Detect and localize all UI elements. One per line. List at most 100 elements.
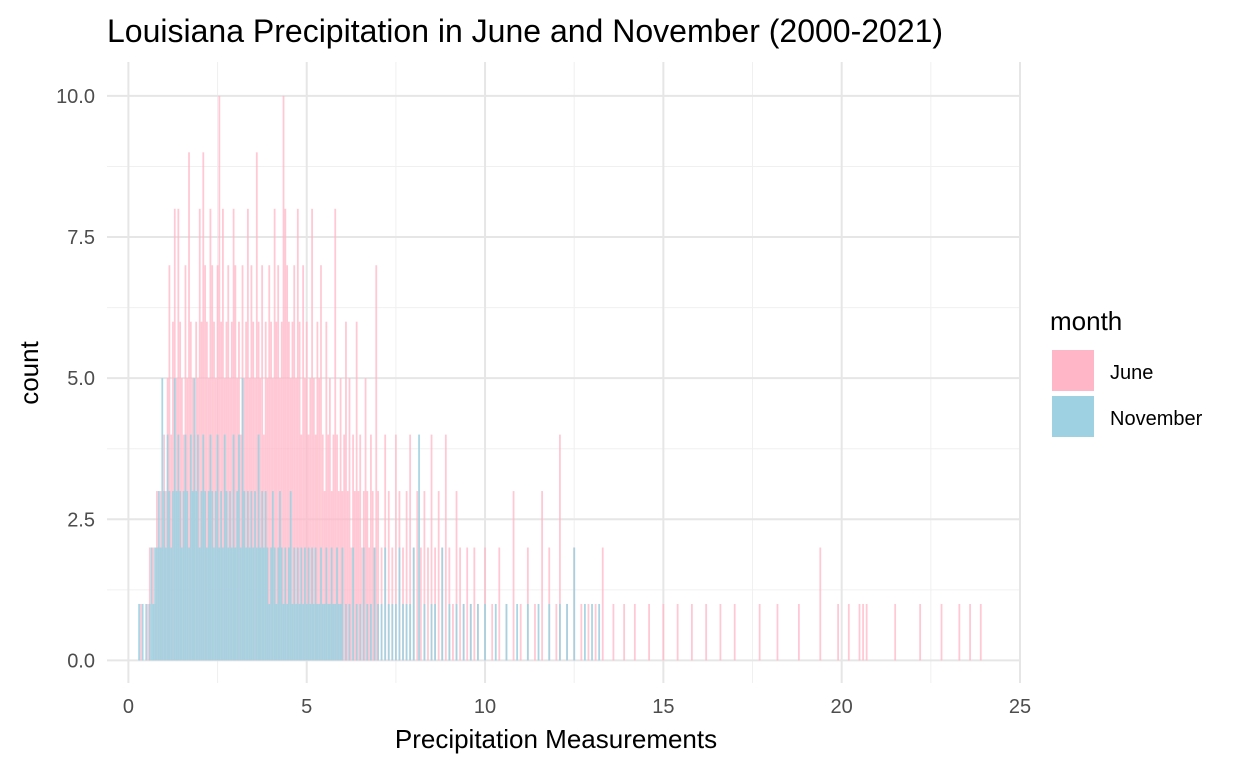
- bar-june: [321, 434, 324, 661]
- bar-november: [188, 547, 190, 661]
- bar-november: [198, 547, 201, 661]
- bar-november: [280, 547, 283, 661]
- bar-june: [958, 603, 961, 661]
- bar-november: [279, 491, 281, 661]
- bar-november: [394, 603, 397, 661]
- legend-label-november: November: [1110, 408, 1203, 430]
- bar-november: [239, 547, 242, 661]
- bar-november: [195, 491, 198, 661]
- bar-november: [148, 603, 151, 661]
- bar-november: [252, 547, 255, 661]
- bar-june: [209, 208, 212, 661]
- bar-november: [325, 547, 328, 661]
- bar-june: [255, 152, 258, 661]
- bar-november: [584, 603, 586, 661]
- y-axis-ticks: 0.0 2.5 5.0 7.5 10.0: [56, 86, 95, 673]
- bar-november: [284, 547, 287, 661]
- bar-june: [430, 434, 433, 661]
- bar-june: [312, 378, 315, 661]
- bar-november: [243, 491, 246, 661]
- bar-june: [862, 603, 864, 661]
- bar-june: [555, 603, 558, 661]
- bar-november: [329, 603, 331, 661]
- bar-november: [330, 547, 333, 661]
- bar-june: [837, 603, 840, 661]
- bar-june: [325, 321, 328, 661]
- legend-swatch-november: [1052, 396, 1094, 437]
- bar-november: [184, 434, 187, 661]
- bar-june: [287, 321, 290, 661]
- x-tick-label: 5: [301, 696, 312, 718]
- bar-june: [339, 378, 342, 661]
- bar-november: [216, 434, 219, 661]
- bar-june: [222, 208, 224, 661]
- bar-november: [573, 547, 576, 661]
- bar-november: [441, 547, 444, 661]
- bar-june: [296, 208, 299, 661]
- bar-june: [348, 378, 351, 661]
- bar-june: [357, 491, 360, 661]
- bar-november: [225, 491, 228, 661]
- bar-november: [197, 434, 199, 661]
- bar-june: [305, 321, 308, 661]
- bar-june: [291, 321, 294, 661]
- bar-november: [398, 547, 401, 661]
- bar-june: [327, 434, 330, 661]
- bar-june: [227, 265, 230, 661]
- x-tick-label: 15: [652, 696, 674, 718]
- bar-june: [280, 321, 283, 661]
- bar-november: [150, 547, 153, 661]
- y-tick-label: 0.0: [67, 650, 95, 672]
- bar-november: [168, 491, 171, 661]
- bar-november: [255, 547, 258, 661]
- bar-june: [139, 603, 142, 661]
- bar-november: [161, 378, 164, 661]
- bar-june: [690, 603, 693, 661]
- bar-june: [452, 603, 454, 661]
- bar-june: [394, 434, 397, 661]
- bar-november: [163, 491, 165, 661]
- bar-november: [430, 603, 433, 661]
- bar-november: [170, 547, 173, 661]
- bar-june: [147, 603, 149, 661]
- bar-june: [266, 378, 269, 661]
- bar-june: [797, 603, 800, 661]
- bar-november: [257, 434, 260, 661]
- bar-june: [218, 95, 221, 661]
- bar-november: [341, 547, 344, 661]
- bar-june: [366, 491, 369, 661]
- bar-november: [305, 603, 308, 661]
- bar-november: [300, 547, 303, 661]
- bar-november: [296, 547, 299, 661]
- bar-november: [405, 603, 408, 661]
- bar-november: [373, 547, 376, 661]
- bar-june: [387, 491, 390, 661]
- legend: month June November: [1050, 306, 1203, 437]
- bar-november: [298, 603, 301, 661]
- x-tick-label: 25: [1009, 696, 1031, 718]
- bar-june: [375, 265, 378, 661]
- y-tick-label: 7.5: [67, 227, 95, 249]
- bar-june: [302, 265, 305, 661]
- bar-june: [377, 491, 379, 661]
- legend-title: month: [1050, 306, 1122, 336]
- bar-november: [336, 547, 338, 661]
- bar-november: [591, 603, 593, 661]
- bar-june: [268, 265, 271, 661]
- bar-november: [309, 603, 312, 661]
- bar-june: [246, 208, 249, 661]
- bar-november: [227, 547, 230, 661]
- bar-june: [230, 321, 233, 661]
- bar-november: [277, 547, 280, 661]
- x-axis-title: Precipitation Measurements: [395, 724, 717, 754]
- bar-june: [252, 321, 255, 661]
- bar-november: [302, 603, 305, 661]
- bar-november: [345, 603, 347, 661]
- bar-june: [423, 491, 426, 661]
- bar-june: [559, 434, 561, 661]
- bar-june: [364, 378, 367, 661]
- bar-june: [350, 547, 353, 661]
- bar-june: [409, 434, 412, 661]
- bar-november: [164, 547, 167, 661]
